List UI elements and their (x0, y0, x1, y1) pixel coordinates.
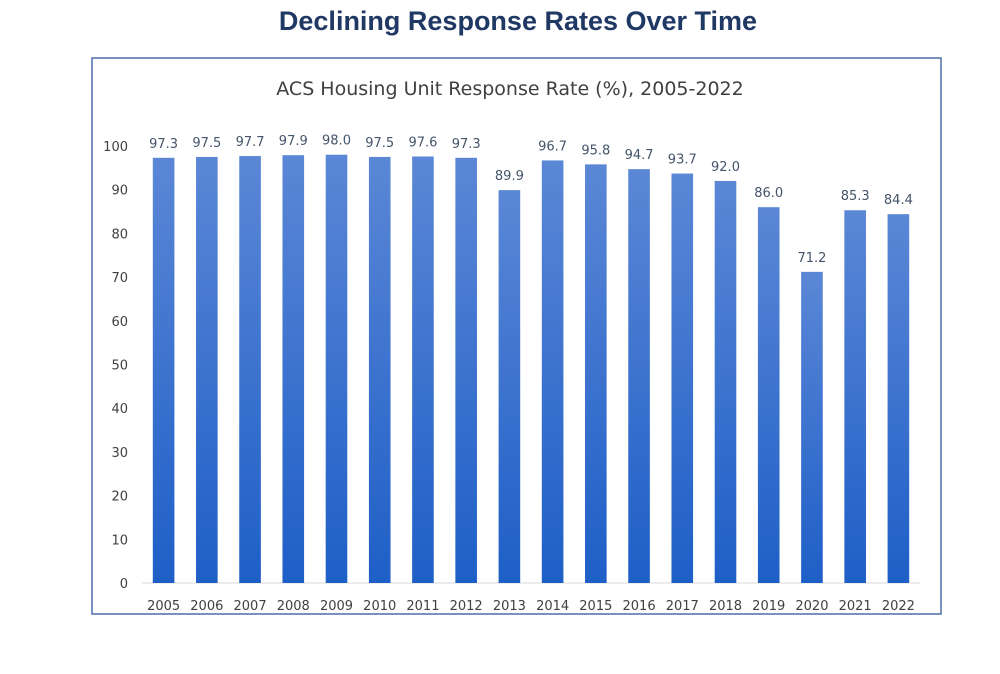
data-label: 95.8 (581, 143, 610, 158)
y-tick-label: 70 (111, 271, 128, 286)
y-tick-label: 0 (120, 577, 128, 592)
data-label: 89.9 (495, 169, 524, 184)
slide-title: Declining Response Rates Over Time (278, 6, 758, 36)
bar (801, 271, 823, 583)
data-label: 92.0 (711, 160, 740, 175)
bar (239, 156, 261, 583)
data-label: 98.0 (322, 134, 351, 149)
x-tick-label: 2013 (493, 599, 526, 614)
data-label: 96.7 (538, 139, 567, 154)
bar-series (152, 154, 910, 584)
data-label: 71.2 (797, 251, 826, 266)
y-tick-label: 30 (111, 446, 128, 461)
x-tick-label: 2015 (579, 599, 612, 614)
bar (325, 154, 348, 584)
bar (282, 155, 305, 583)
bar (541, 160, 564, 583)
bar (757, 207, 780, 583)
data-label: 97.7 (236, 135, 265, 150)
x-tick-label: 2014 (536, 599, 569, 614)
bar (844, 210, 866, 583)
y-tick-label: 50 (111, 359, 128, 374)
y-tick-label: 80 (111, 227, 128, 242)
x-tick-label: 2021 (839, 599, 872, 614)
bar (671, 173, 694, 583)
bar (714, 180, 737, 583)
data-label: 97.6 (408, 135, 437, 150)
y-tick-label: 40 (111, 402, 128, 417)
chart-title: ACS Housing Unit Response Rate (%), 2005… (276, 78, 743, 100)
data-label: 97.9 (279, 134, 308, 149)
x-axis-ticks: 2005 2006 2007 2008 2009 2010 2011 2012 2013 2014… (147, 599, 915, 614)
y-tick-label: 10 (111, 533, 128, 548)
data-label: 97.3 (452, 137, 481, 152)
x-tick-label: 2019 (752, 599, 785, 614)
x-tick-label: 2016 (623, 599, 656, 614)
x-tick-label: 2020 (795, 599, 828, 614)
bar (887, 214, 910, 583)
y-tick-label: 90 (111, 184, 128, 199)
data-label: 93.7 (668, 153, 697, 168)
data-label: 86.0 (754, 186, 783, 201)
bar (585, 164, 607, 583)
bar (498, 190, 521, 583)
data-labels: 97.3 97.5 97.7 97.9 98.0 97.5 97.6 97.3 89.9 96.7… (149, 134, 913, 266)
y-axis-ticks: 0 10 20 30 40 50 60 70 80 90 100 (103, 140, 128, 592)
data-label: 97.3 (149, 137, 178, 152)
x-tick-label: 2006 (190, 599, 223, 614)
x-tick-label: 2012 (450, 599, 483, 614)
data-label: 84.4 (884, 193, 913, 208)
bar (196, 156, 218, 584)
x-tick-label: 2011 (406, 599, 439, 614)
bar (152, 157, 175, 583)
x-tick-label: 2010 (363, 599, 396, 614)
x-tick-label: 2005 (147, 599, 180, 614)
data-label: 97.5 (365, 136, 394, 151)
x-tick-label: 2008 (277, 599, 310, 614)
bar (412, 156, 434, 583)
y-tick-label: 100 (103, 140, 128, 155)
data-label: 85.3 (841, 189, 870, 204)
data-label: 97.5 (192, 136, 221, 151)
x-tick-label: 2018 (709, 599, 742, 614)
bar (628, 169, 650, 583)
x-tick-label: 2009 (320, 599, 353, 614)
bar (368, 156, 391, 584)
bar (455, 157, 477, 583)
y-tick-label: 20 (111, 490, 128, 505)
x-tick-label: 2017 (666, 599, 699, 614)
data-label: 94.7 (625, 148, 654, 163)
x-tick-label: 2007 (234, 599, 267, 614)
x-tick-label: 2022 (882, 599, 915, 614)
y-tick-label: 60 (111, 315, 128, 330)
